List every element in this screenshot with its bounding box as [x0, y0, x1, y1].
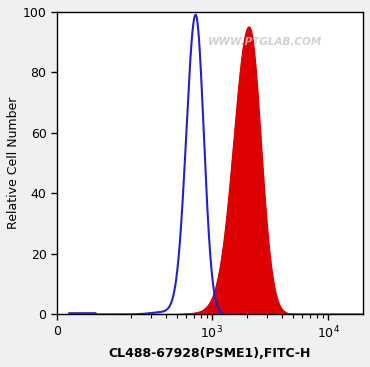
Y-axis label: Relative Cell Number: Relative Cell Number: [7, 97, 20, 229]
X-axis label: CL488-67928(PSME1),FITC-H: CL488-67928(PSME1),FITC-H: [109, 347, 311, 360]
Text: WWW.PTGLAB.COM: WWW.PTGLAB.COM: [208, 37, 322, 47]
